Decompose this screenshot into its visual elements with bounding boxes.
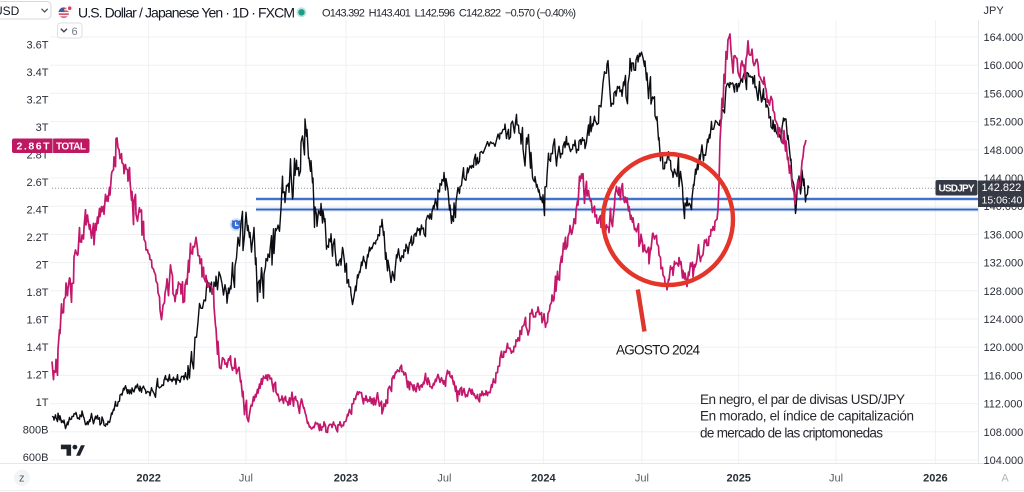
svg-text:Jul: Jul <box>437 473 451 485</box>
svg-text:1.6T: 1.6T <box>26 315 48 327</box>
svg-text:800B: 800B <box>23 425 49 437</box>
svg-text:136.000: 136.000 <box>984 229 1024 241</box>
svg-text:de mercado de las criptomoneda: de mercado de las criptomonedas <box>700 425 883 440</box>
svg-text:3.4T: 3.4T <box>26 67 48 79</box>
svg-text:2T: 2T <box>36 260 49 272</box>
svg-text:En morado, el índice de capita: En morado, el índice de capitalización <box>700 409 914 424</box>
svg-text:1.4T: 1.4T <box>26 342 48 354</box>
svg-text:USD: USD <box>0 4 20 18</box>
svg-text:En negro, el par de divisas US: En negro, el par de divisas USD/JPY <box>700 392 905 407</box>
svg-text:Jul: Jul <box>239 473 253 485</box>
svg-text:TOTAL: TOTAL <box>56 142 86 153</box>
svg-text:1T: 1T <box>36 397 49 409</box>
svg-text:15:06:40: 15:06:40 <box>982 195 1023 207</box>
svg-text:152.000: 152.000 <box>984 117 1024 129</box>
svg-text:600B: 600B <box>23 452 49 464</box>
svg-text:2.86T: 2.86T <box>17 141 51 153</box>
svg-text:124.000: 124.000 <box>984 314 1024 326</box>
svg-text:160.000: 160.000 <box>984 60 1024 72</box>
svg-text:2.4T: 2.4T <box>26 205 48 217</box>
svg-text:132.000: 132.000 <box>984 258 1024 270</box>
svg-text:164.000: 164.000 <box>984 32 1024 44</box>
svg-text:2026: 2026 <box>923 473 947 485</box>
svg-text:148.000: 148.000 <box>984 145 1024 157</box>
svg-text:JPY: JPY <box>984 5 1005 17</box>
svg-text:2025: 2025 <box>726 473 750 485</box>
svg-text:1.2T: 1.2T <box>26 370 48 382</box>
svg-text:6: 6 <box>72 26 78 38</box>
svg-text:112.000: 112.000 <box>984 399 1023 411</box>
svg-text:128.000: 128.000 <box>984 286 1024 298</box>
svg-text:3T: 3T <box>36 122 49 134</box>
svg-text:108.000: 108.000 <box>984 427 1024 439</box>
svg-text:120.000: 120.000 <box>984 342 1024 354</box>
svg-text:z: z <box>19 473 25 485</box>
svg-text:2022: 2022 <box>136 473 160 485</box>
svg-text:104.000: 104.000 <box>984 455 1024 467</box>
svg-text:3.2T: 3.2T <box>26 95 48 107</box>
svg-text:A: A <box>1001 473 1009 485</box>
svg-text:USDJPY: USDJPY <box>939 184 975 195</box>
svg-text:AGOSTO 2024: AGOSTO 2024 <box>616 343 700 358</box>
svg-text:U.S. Dollar / Japanese Yen · 1: U.S. Dollar / Japanese Yen · 1D · FXCM <box>78 5 295 21</box>
svg-text:Jul: Jul <box>829 473 843 485</box>
svg-text:2024: 2024 <box>531 473 556 485</box>
svg-text:O143.392 H143.401 L142.596: O143.392 H143.401 L142.596 C142.822 −0.5… <box>322 7 576 19</box>
svg-text:Jul: Jul <box>635 473 649 485</box>
svg-text:142.822: 142.822 <box>982 182 1022 194</box>
svg-text:2.2T: 2.2T <box>26 232 48 244</box>
svg-text:2023: 2023 <box>334 473 358 485</box>
svg-text:1.8T: 1.8T <box>26 287 48 299</box>
svg-text:156.000: 156.000 <box>984 88 1024 100</box>
svg-text:2.6T: 2.6T <box>26 177 48 189</box>
svg-text:3.6T: 3.6T <box>26 40 48 52</box>
svg-text:116.000: 116.000 <box>984 370 1023 382</box>
